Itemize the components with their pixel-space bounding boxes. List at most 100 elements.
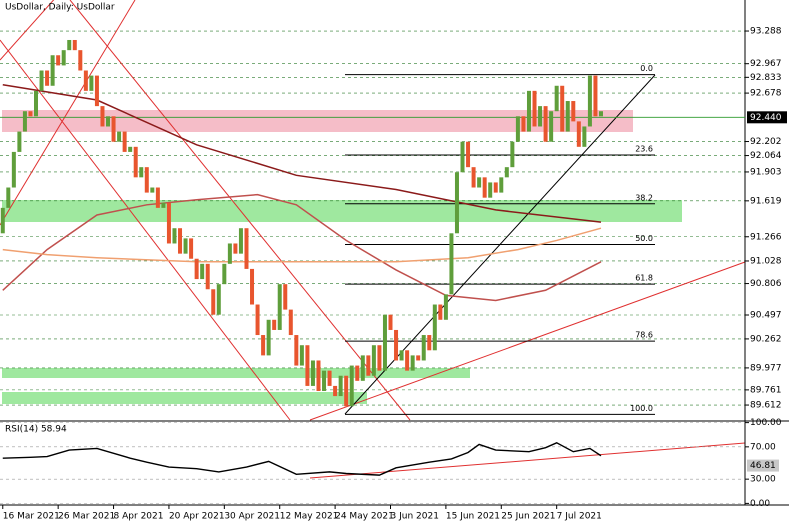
candle-body (78, 50, 83, 71)
candle-body (399, 350, 404, 361)
candle-body (593, 75, 598, 117)
candle-body (205, 263, 210, 290)
candle-body (178, 228, 183, 254)
y-tick-label: 93.288 (750, 27, 782, 37)
candle-body (382, 314, 387, 371)
candle-body (449, 233, 454, 295)
candle-body (299, 345, 304, 366)
candle-body (94, 75, 99, 107)
candle-body (155, 187, 160, 208)
y-tick-label: 90.262 (750, 334, 782, 344)
rsi-last-box (747, 459, 779, 472)
candle-body (587, 75, 592, 127)
fib-label: 38.2 (635, 193, 653, 202)
support-zone (2, 392, 367, 404)
fib-label: 50.0 (635, 234, 653, 243)
candle-body (416, 355, 421, 361)
x-tick-label: 20 Apr 2021 (169, 512, 225, 522)
channel-line (69, 0, 411, 421)
x-tick-label: 26 Mar 2021 (58, 512, 115, 522)
candle-body (183, 238, 188, 254)
candle-body (349, 365, 354, 407)
y-tick-label: 89.612 (750, 401, 782, 411)
candle-body (582, 126, 587, 147)
y-tick-label: 92.064 (750, 151, 782, 161)
rsi-tick-label: 0.00 (750, 499, 770, 509)
moving-average (2, 227, 602, 263)
candle-body (510, 141, 515, 168)
channel-line (0, 0, 136, 226)
rsi-last-label: 46.81 (750, 461, 776, 471)
candle-body (482, 177, 487, 198)
candle-body (200, 263, 205, 280)
candle-body (499, 177, 504, 193)
y-tick-label: 91.266 (750, 232, 782, 242)
candle-body (371, 345, 376, 376)
candle-body (477, 177, 482, 188)
candle-body (144, 167, 149, 193)
candle-body (89, 75, 94, 91)
candle-body (6, 187, 11, 208)
candle-body (150, 187, 155, 193)
candle-body (388, 314, 393, 330)
candle-body (488, 182, 493, 198)
candle-body (327, 370, 332, 386)
y-tick-label: 92.833 (750, 73, 782, 83)
candle-body (28, 111, 33, 117)
candle-body (454, 172, 459, 234)
candle-body (471, 167, 476, 188)
fib-label: 23.6 (635, 144, 653, 153)
candle-body (39, 70, 44, 91)
candle-body (560, 85, 565, 132)
trend-lines (0, 0, 746, 479)
candle-body (538, 106, 543, 127)
candle-body (17, 131, 22, 152)
candle-body (504, 167, 509, 178)
candle-body (261, 335, 266, 356)
y-tick-label: 90.497 (750, 311, 782, 321)
candle-body (565, 101, 570, 132)
candle-body (421, 335, 426, 361)
y-tick-label: 89.761 (750, 385, 782, 395)
last-price-label: 92.440 (750, 113, 782, 123)
candle-body (521, 116, 526, 132)
candle-body (438, 304, 443, 320)
support-zone (2, 368, 470, 378)
candle-body (255, 304, 260, 336)
candle-body (554, 85, 559, 112)
candle-body (34, 90, 39, 117)
candle-body (338, 375, 343, 397)
fib-label: 78.6 (635, 331, 653, 340)
x-tick-label: 24 May 2021 (335, 512, 394, 522)
x-tick-label: 3 Jun 2021 (391, 512, 439, 522)
rsi-line (2, 442, 602, 476)
y-tick-label: 89.977 (750, 363, 782, 373)
x-tick-label: 8 Apr 2021 (114, 512, 164, 522)
candle-body (571, 101, 576, 122)
channel-line (0, 39, 291, 421)
candle-body (50, 55, 55, 86)
candle-body (67, 39, 72, 51)
candle-body (0, 207, 5, 234)
y-tick-label: 91.619 (750, 196, 782, 206)
x-tick-label: 15 Jun 2021 (446, 512, 500, 522)
candle-body (576, 121, 581, 147)
candle-body (227, 243, 232, 264)
x-tick-label: 16 Mar 2021 (3, 512, 60, 522)
candle-body (72, 39, 77, 51)
chart-title: UsDollar, Daily: UsDollar (5, 3, 115, 13)
candle-body (283, 284, 288, 310)
candle-body (22, 111, 27, 132)
resistance-zone (2, 110, 633, 132)
candle-body (211, 289, 216, 315)
candle-body (11, 151, 16, 188)
rsi-tick-label: 100.00 (750, 418, 782, 428)
candle-body (238, 228, 243, 254)
candle-body (216, 284, 221, 315)
candle-body (305, 345, 310, 386)
candle-body (166, 202, 171, 244)
candle-body (316, 360, 321, 392)
candle-body (128, 146, 133, 152)
candle-body (111, 116, 116, 142)
